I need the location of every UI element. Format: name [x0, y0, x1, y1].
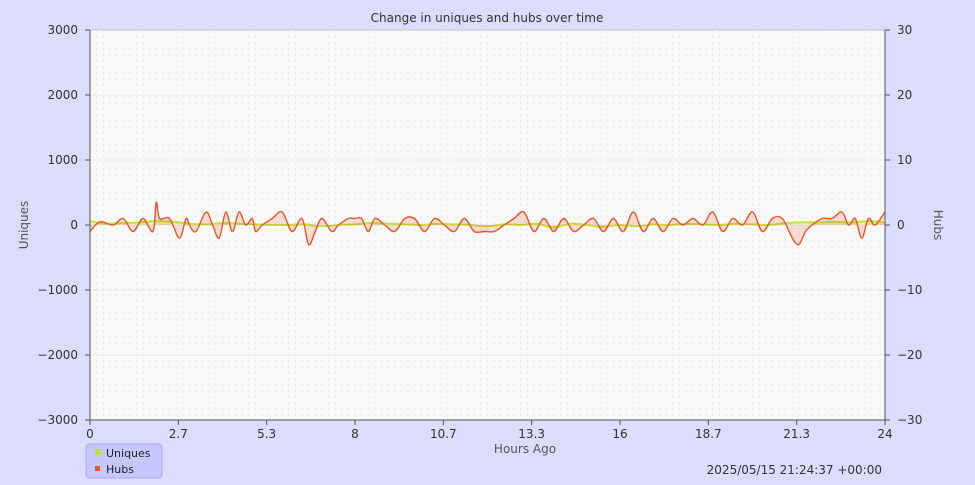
- y-right-tick-label: −20: [897, 348, 922, 362]
- x-tick-label: 24: [877, 427, 892, 441]
- x-tick-label: 8: [351, 427, 359, 441]
- x-tick-label: 2.7: [169, 427, 188, 441]
- y-left-tick-label: −3000: [37, 413, 78, 427]
- legend-hubs-swatch: [95, 466, 100, 471]
- x-tick-label: 13.3: [518, 427, 545, 441]
- y-right-axis-label: Hubs: [931, 210, 945, 241]
- chart-title: Change in uniques and hubs over time: [371, 11, 604, 25]
- x-tick-label: 5.3: [257, 427, 276, 441]
- legend-hubs-label: Hubs: [106, 463, 134, 476]
- legend-uniques-label: Uniques: [106, 447, 151, 460]
- y-left-tick-label: −1000: [37, 283, 78, 297]
- y-right-tick-label: 20: [897, 88, 912, 102]
- x-tick-label: 10.7: [430, 427, 457, 441]
- x-tick-label: 0: [86, 427, 94, 441]
- y-right-tick-label: −10: [897, 283, 922, 297]
- hubs-line: [89, 201, 886, 246]
- timestamp: 2025/05/15 21:24:37 +00:00: [707, 463, 882, 477]
- x-axis-label: Hours Ago: [494, 442, 556, 456]
- legend-box: [85, 443, 163, 479]
- y-right-tick-label: 30: [897, 23, 912, 37]
- x-tick-label: 16: [612, 427, 627, 441]
- y-right-ticks: 30 20 10 0 −10 −20 −30: [885, 23, 922, 427]
- y-left-tick-label: 3000: [47, 23, 78, 37]
- y-left-axis-label: Uniques: [17, 201, 31, 250]
- x-tick-label: 21.3: [783, 427, 810, 441]
- y-right-tick-label: 0: [897, 218, 905, 232]
- hubs-area: [90, 202, 885, 245]
- x-tick-label: 18.7: [695, 427, 722, 441]
- y-left-tick-label: 2000: [47, 88, 78, 102]
- legend-uniques-swatch: [95, 450, 100, 455]
- y-left-tick-label: 1000: [47, 153, 78, 167]
- y-left-ticks: 3000 2000 1000 0 −1000 −2000 −3000: [37, 23, 90, 427]
- y-left-tick-label: −2000: [37, 348, 78, 362]
- y-right-tick-label: 10: [897, 153, 912, 167]
- y-right-tick-label: −30: [897, 413, 922, 427]
- series-layer: [89, 201, 886, 246]
- x-ticks: 0 2.7 5.3 8 10.7 13.3 16 18.7 21.3 24: [86, 420, 893, 441]
- y-left-tick-label: 0: [70, 218, 78, 232]
- grid-layer: [89, 30, 886, 420]
